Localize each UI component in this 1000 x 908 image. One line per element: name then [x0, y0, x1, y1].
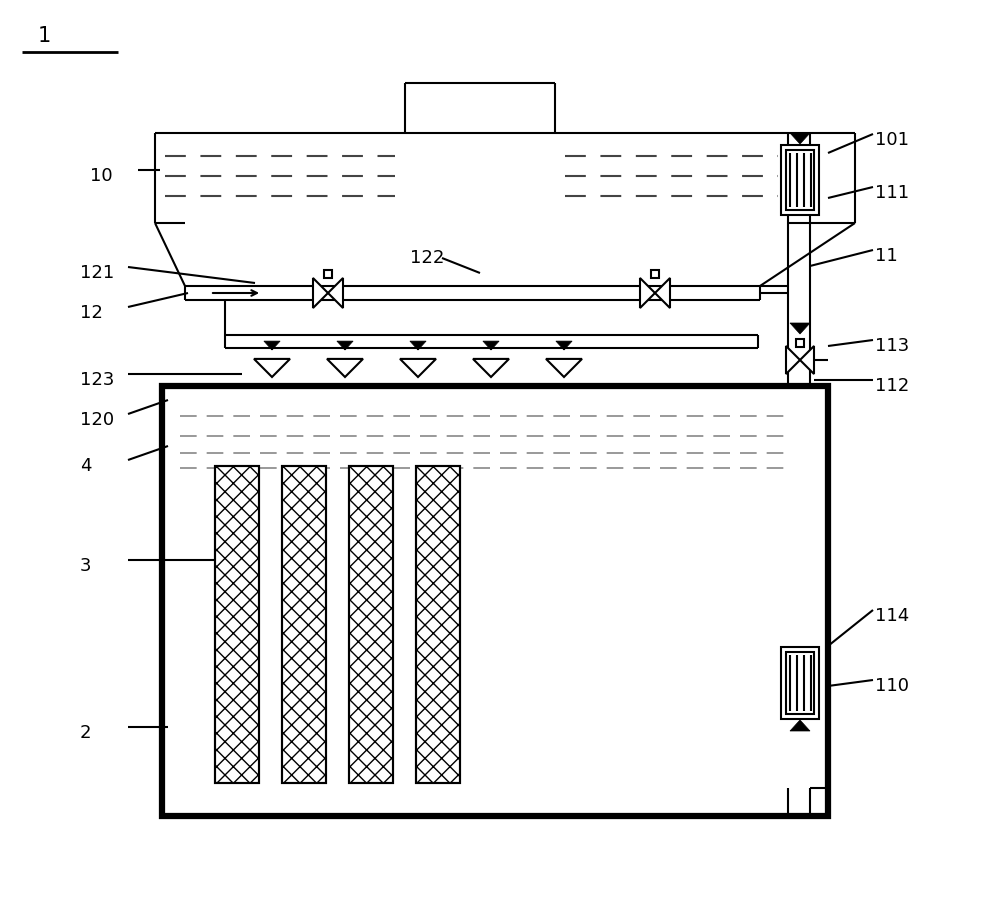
Bar [796, 339, 804, 347]
Polygon shape [556, 341, 572, 350]
Polygon shape [790, 323, 810, 334]
Text: 123: 123 [80, 371, 114, 389]
Polygon shape [655, 278, 670, 308]
Text: 10: 10 [90, 167, 113, 185]
Bar [162, 386, 828, 816]
Polygon shape [640, 278, 655, 308]
Bar [416, 466, 460, 783]
Text: 113: 113 [875, 337, 909, 355]
Bar [282, 466, 326, 783]
Text: 112: 112 [875, 377, 909, 395]
Polygon shape [790, 720, 810, 731]
Polygon shape [254, 359, 290, 377]
Polygon shape [400, 359, 436, 377]
Polygon shape [264, 341, 280, 350]
Polygon shape [313, 278, 328, 308]
Bar [282, 466, 326, 783]
Bar [786, 150, 814, 210]
Bar [781, 145, 819, 215]
Polygon shape [328, 278, 343, 308]
Text: 11: 11 [875, 247, 898, 265]
Bar [651, 271, 659, 279]
Polygon shape [786, 346, 800, 374]
Bar [416, 466, 460, 783]
Text: 3: 3 [80, 557, 92, 575]
Polygon shape [546, 359, 582, 377]
Bar [349, 466, 393, 783]
Text: 101: 101 [875, 131, 909, 149]
Text: 114: 114 [875, 607, 909, 625]
Text: 12: 12 [80, 304, 103, 322]
Text: 4: 4 [80, 457, 92, 475]
Polygon shape [327, 359, 363, 377]
Bar [781, 647, 819, 719]
Bar [349, 466, 393, 783]
Polygon shape [483, 341, 499, 350]
Text: 1: 1 [38, 26, 51, 46]
Text: 122: 122 [410, 249, 444, 267]
Polygon shape [800, 346, 814, 374]
Bar [786, 652, 814, 714]
Text: 2: 2 [80, 724, 92, 742]
Polygon shape [410, 341, 426, 350]
Polygon shape [473, 359, 509, 377]
Bar [215, 466, 259, 783]
Text: 121: 121 [80, 264, 114, 282]
Text: 110: 110 [875, 677, 909, 695]
Bar [215, 466, 259, 783]
Text: 120: 120 [80, 411, 114, 429]
Polygon shape [790, 133, 810, 144]
Polygon shape [337, 341, 353, 350]
Text: 111: 111 [875, 184, 909, 202]
Bar [324, 271, 332, 279]
